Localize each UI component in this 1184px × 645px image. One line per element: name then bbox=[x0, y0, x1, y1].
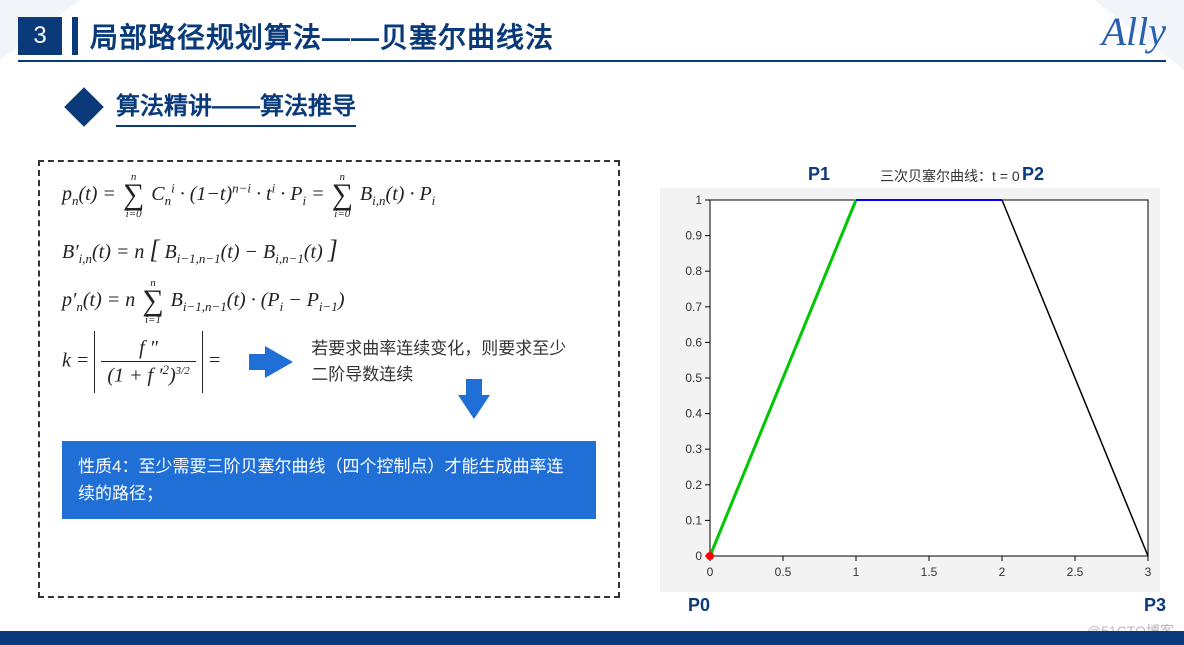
bottom-bar bbox=[0, 631, 1184, 645]
svg-text:0.3: 0.3 bbox=[685, 442, 702, 456]
svg-text:0.1: 0.1 bbox=[685, 513, 702, 527]
svg-text:1: 1 bbox=[695, 193, 702, 207]
svg-text:1: 1 bbox=[853, 565, 860, 579]
svg-text:2.5: 2.5 bbox=[1067, 565, 1084, 579]
header-rule bbox=[18, 60, 1166, 62]
svg-text:3: 3 bbox=[1145, 565, 1152, 579]
formula-k: k = f ″ (1 + f ′2)3/2 = bbox=[62, 331, 221, 393]
sum-1: n ∑ i=0 bbox=[123, 180, 144, 211]
property-4: 性质4：至少需要三阶贝塞尔曲线（四个控制点）才能生成曲率连续的路径； bbox=[62, 441, 596, 519]
formula-3: p′n(t) = n n ∑ i=1 Bi−1,n−1(t) · (Pi − P… bbox=[62, 286, 596, 317]
f1-lhs: pn(t) = bbox=[62, 183, 121, 205]
svg-text:0: 0 bbox=[707, 565, 714, 579]
subtitle: 算法精讲——算法推导 bbox=[116, 86, 356, 127]
sum-2: n ∑ i=0 bbox=[332, 180, 353, 211]
section-number: 3 bbox=[18, 17, 62, 55]
arrow-right-icon bbox=[265, 346, 293, 378]
arrow-down-icon bbox=[458, 395, 490, 419]
k-num: f ″ bbox=[101, 335, 195, 362]
label-p1: P1 bbox=[808, 164, 830, 185]
svg-text:2: 2 bbox=[999, 565, 1006, 579]
svg-text:0.9: 0.9 bbox=[685, 229, 702, 243]
arrow-down-wrap bbox=[352, 395, 596, 419]
svg-text:0.2: 0.2 bbox=[685, 478, 702, 492]
subtitle-wrap: 算法精讲——算法推导 bbox=[70, 86, 356, 127]
chart-title: 三次贝塞尔曲线：t = 0 bbox=[880, 166, 1020, 186]
slide: 3 局部路径规划算法——贝塞尔曲线法 Ally 算法精讲——算法推导 pn(t)… bbox=[0, 0, 1184, 645]
chart-svg: 0 0.5 1 1.5 2 2.5 3 0 0.1 0.2 0.3 0.4 0.5 0.6 0.7 0.8 0.… bbox=[660, 188, 1160, 592]
label-p2: P2 bbox=[1022, 164, 1044, 185]
header: 3 局部路径规划算法——贝塞尔曲线法 bbox=[18, 14, 1164, 58]
svg-text:1.5: 1.5 bbox=[921, 565, 938, 579]
sum-3: n ∑ i=1 bbox=[142, 286, 163, 317]
formula-1: pn(t) = n ∑ i=0 Cni · (1−t)n−i · ti · Pi… bbox=[62, 180, 596, 211]
slide-title: 局部路径规划算法——贝塞尔曲线法 bbox=[90, 16, 554, 56]
svg-text:0.5: 0.5 bbox=[685, 371, 702, 385]
k-den: (1 + f ′2)3/2 bbox=[101, 362, 195, 389]
content-box: pn(t) = n ∑ i=0 Cni · (1−t)n−i · ti · Pi… bbox=[38, 160, 620, 598]
svg-text:0.7: 0.7 bbox=[685, 300, 702, 314]
svg-text:0.5: 0.5 bbox=[775, 565, 792, 579]
f1-mid: Cni · (1−t)n−i · ti · Pi = bbox=[151, 183, 329, 205]
f1-rhs: Bi,n(t) · Pi bbox=[360, 183, 435, 205]
svg-text:0: 0 bbox=[695, 549, 702, 563]
svg-text:0.8: 0.8 bbox=[685, 264, 702, 278]
title-divider bbox=[72, 17, 78, 55]
label-p3: P3 bbox=[1144, 595, 1166, 616]
svg-text:0.6: 0.6 bbox=[685, 335, 702, 349]
logo: Ally bbox=[1102, 8, 1166, 55]
chart-panel: 0 0.5 1 1.5 2 2.5 3 0 0.1 0.2 0.3 0.4 0.5 0.6 0.7 0.8 0.… bbox=[660, 188, 1160, 592]
formula-2: B′i,n(t) = n [ Bi−1,n−1(t) − Bi,n−1(t) ] bbox=[62, 233, 596, 268]
label-p0: P0 bbox=[688, 595, 710, 616]
diamond-icon bbox=[64, 87, 104, 127]
curvature-row: k = f ″ (1 + f ′2)3/2 = 若要求曲率连续变化，则要求至少二… bbox=[62, 331, 596, 393]
curvature-note: 若要求曲率连续变化，则要求至少二阶导数连续 bbox=[311, 336, 571, 387]
svg-text:0.4: 0.4 bbox=[685, 407, 702, 421]
